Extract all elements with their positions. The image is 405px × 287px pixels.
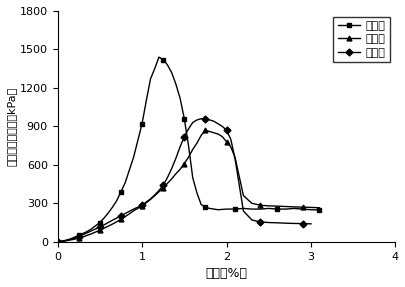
生蜗壳 xyxy=(316,208,321,212)
生蜗壳 xyxy=(118,190,123,193)
鸡蛋壳 xyxy=(283,222,288,225)
扇贝壳 xyxy=(185,156,190,159)
鸡蛋壳 xyxy=(55,240,60,243)
鸡蛋壳 xyxy=(185,127,190,131)
Line: 鸡蛋壳: 鸡蛋壳 xyxy=(55,116,313,244)
扇贝壳 xyxy=(274,204,279,208)
扇贝壳 xyxy=(202,129,207,132)
生蜗壳 xyxy=(55,240,60,243)
扇贝壳 xyxy=(114,220,119,224)
鸡蛋壳 xyxy=(131,207,136,211)
生蜗壳 xyxy=(156,55,161,59)
Y-axis label: 无侧限抗压强度（kPa）: 无侧限抗压强度（kPa） xyxy=(7,87,17,166)
Line: 生蜗壳: 生蜗壳 xyxy=(55,55,321,244)
生蜗壳 xyxy=(308,208,313,212)
扇贝壳 xyxy=(228,145,232,149)
Legend: 生蜗壳, 扇贝壳, 鸡蛋壳: 生蜗壳, 扇贝壳, 鸡蛋壳 xyxy=(333,16,389,62)
生蜗壳 xyxy=(101,216,106,220)
扇贝壳 xyxy=(55,240,60,243)
X-axis label: 应变（%）: 应变（%） xyxy=(205,267,247,280)
鸡蛋壳 xyxy=(194,118,199,122)
鸡蛋壳 xyxy=(72,236,77,240)
生蜗壳 xyxy=(198,203,203,206)
鸡蛋壳 xyxy=(198,117,203,120)
生蜗壳 xyxy=(211,207,216,211)
扇贝壳 xyxy=(194,141,199,145)
鸡蛋壳 xyxy=(156,189,161,192)
Line: 扇贝壳: 扇贝壳 xyxy=(55,128,321,244)
扇贝壳 xyxy=(181,162,186,165)
鸡蛋壳 xyxy=(308,222,313,226)
扇贝壳 xyxy=(316,206,321,210)
生蜗壳 xyxy=(122,181,127,185)
